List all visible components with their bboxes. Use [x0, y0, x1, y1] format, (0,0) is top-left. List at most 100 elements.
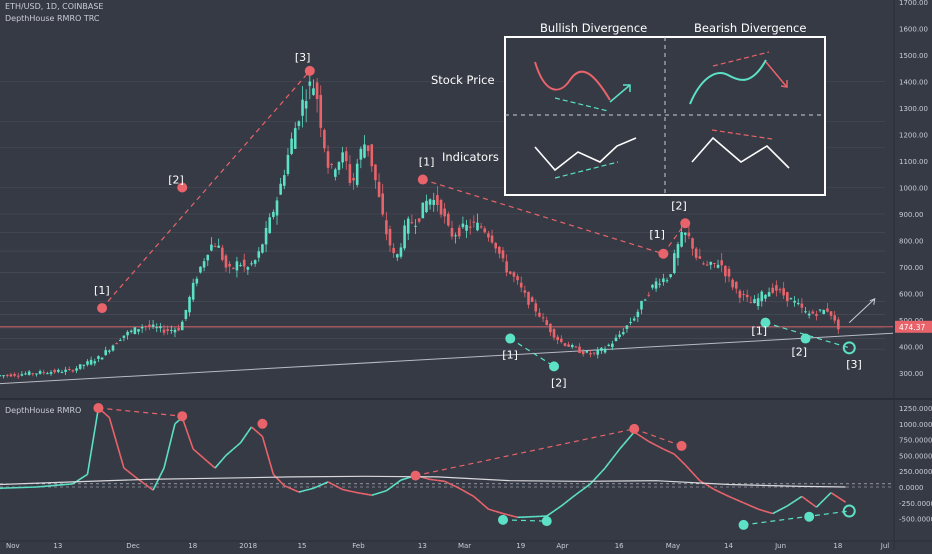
candle-bear[interactable]	[498, 247, 501, 254]
candle-bull[interactable]	[86, 361, 89, 365]
candle-bull[interactable]	[808, 314, 811, 316]
candle-bear[interactable]	[724, 266, 727, 276]
osc-segment[interactable]	[663, 449, 667, 451]
osc-segment[interactable]	[590, 480, 594, 484]
osc-segment[interactable]	[831, 493, 835, 495]
osc-segment[interactable]	[277, 478, 281, 482]
candle-bear[interactable]	[144, 326, 147, 327]
osc-segment[interactable]	[816, 504, 820, 508]
candle-bear[interactable]	[483, 228, 486, 232]
candle-bull[interactable]	[159, 326, 162, 328]
osc-segment[interactable]	[488, 509, 492, 510]
osc-segment[interactable]	[499, 512, 503, 513]
osc-segment[interactable]	[299, 491, 303, 492]
candle-bull[interactable]	[170, 330, 173, 331]
candle-bear[interactable]	[786, 292, 789, 301]
osc-segment[interactable]	[689, 469, 693, 473]
candle-bear[interactable]	[491, 236, 494, 243]
osc-segment[interactable]	[248, 427, 252, 432]
osc-segment[interactable]	[696, 477, 700, 481]
osc-segment[interactable]	[616, 449, 620, 454]
osc-segment[interactable]	[237, 443, 241, 446]
osc-segment[interactable]	[426, 478, 430, 479]
osc-segment[interactable]	[503, 514, 507, 515]
osc-segment[interactable]	[306, 489, 310, 490]
candle-bull[interactable]	[363, 144, 366, 157]
candle-bull[interactable]	[90, 360, 93, 365]
osc-segment[interactable]	[372, 494, 376, 495]
osc-segment[interactable]	[776, 510, 780, 512]
candle-bear[interactable]	[549, 324, 552, 332]
candle-bear[interactable]	[560, 339, 563, 342]
candle-bear[interactable]	[319, 95, 322, 128]
candle-bear[interactable]	[32, 373, 35, 374]
osc-segment[interactable]	[806, 499, 810, 502]
candle-bull[interactable]	[188, 297, 191, 312]
candle-bull[interactable]	[454, 235, 457, 236]
candle-bear[interactable]	[826, 308, 829, 311]
osc-segment[interactable]	[780, 508, 784, 510]
osc-segment[interactable]	[346, 490, 350, 491]
osc-segment[interactable]	[135, 477, 139, 480]
osc-segment[interactable]	[219, 460, 223, 464]
candle-bear[interactable]	[702, 263, 705, 264]
candle-bull[interactable]	[108, 351, 111, 352]
osc-segment[interactable]	[445, 481, 449, 483]
candle-bear[interactable]	[505, 261, 508, 272]
candle-bear[interactable]	[469, 227, 472, 228]
candle-bull[interactable]	[21, 374, 24, 376]
osc-segment[interactable]	[390, 485, 394, 488]
osc-segment[interactable]	[598, 472, 602, 476]
candle-bull[interactable]	[257, 251, 260, 257]
candle-bull[interactable]	[35, 373, 38, 374]
osc-segment[interactable]	[84, 474, 88, 476]
candle-bull[interactable]	[217, 246, 220, 248]
candle-bull[interactable]	[93, 361, 96, 363]
candle-bear[interactable]	[771, 288, 774, 293]
candle-bull[interactable]	[611, 344, 614, 347]
candle-bull[interactable]	[247, 267, 250, 270]
osc-segment[interactable]	[605, 463, 609, 468]
candle-bull[interactable]	[141, 327, 144, 328]
candle-bull[interactable]	[407, 219, 410, 234]
osc-segment[interactable]	[838, 497, 842, 499]
osc-segment[interactable]	[477, 500, 481, 503]
osc-segment[interactable]	[682, 461, 686, 465]
candle-bear[interactable]	[6, 375, 9, 376]
osc-segment[interactable]	[474, 496, 478, 499]
candle-bull[interactable]	[626, 326, 629, 329]
candle-bear[interactable]	[830, 311, 833, 316]
candle-bull[interactable]	[356, 164, 359, 185]
osc-segment[interactable]	[736, 500, 740, 502]
osc-segment[interactable]	[128, 471, 132, 474]
candle-bear[interactable]	[323, 130, 326, 148]
osc-segment[interactable]	[707, 485, 711, 487]
candle-bear[interactable]	[538, 313, 541, 317]
candle-bear[interactable]	[221, 248, 224, 260]
osc-segment[interactable]	[109, 417, 113, 430]
candle-bear[interactable]	[214, 246, 217, 247]
osc-segment[interactable]	[601, 468, 605, 472]
candle-bull[interactable]	[476, 223, 479, 231]
candle-bull[interactable]	[684, 233, 687, 235]
candle-bull[interactable]	[666, 280, 669, 281]
candle-bull[interactable]	[651, 285, 654, 288]
candle-bull[interactable]	[604, 349, 607, 353]
osc-segment[interactable]	[827, 493, 831, 497]
osc-segment[interactable]	[459, 488, 463, 490]
candle-bull[interactable]	[305, 101, 308, 108]
osc-segment[interactable]	[87, 452, 91, 474]
candle-bull[interactable]	[633, 319, 636, 321]
candle-bull[interactable]	[104, 350, 107, 355]
candle-bull[interactable]	[46, 373, 49, 374]
osc-segment[interactable]	[576, 492, 580, 495]
candle-bull[interactable]	[155, 327, 158, 328]
osc-segment[interactable]	[335, 486, 339, 488]
candle-bull[interactable]	[301, 100, 304, 116]
candle-bull[interactable]	[615, 338, 618, 341]
osc-segment[interactable]	[747, 504, 751, 506]
candle-bull[interactable]	[677, 244, 680, 258]
candle-bull[interactable]	[757, 298, 760, 306]
candle-bear[interactable]	[742, 294, 745, 295]
candle-bear[interactable]	[688, 233, 691, 237]
